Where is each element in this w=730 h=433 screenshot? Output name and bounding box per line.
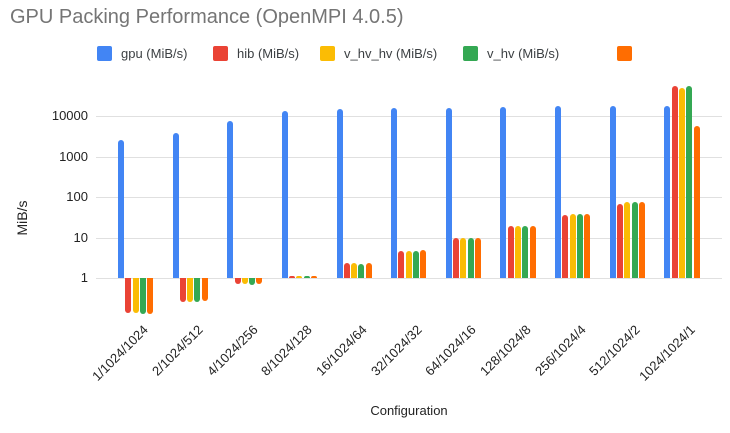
bar-v_hv — [139, 278, 146, 314]
bar-v_hv_hv — [460, 238, 467, 278]
chart-title: GPU Packing Performance (OpenMPI 4.0.5) — [10, 6, 404, 28]
y-tick-label: 1 — [80, 270, 88, 285]
gridline-1 — [96, 278, 722, 279]
bar-v_hv — [249, 278, 256, 285]
gridline-100 — [96, 197, 722, 198]
bar-v_hv — [631, 202, 638, 278]
bar-v_hv_hv — [515, 226, 522, 278]
legend-swatch-hib — [213, 46, 228, 61]
bar-hib — [562, 214, 569, 278]
gridline-10 — [96, 237, 722, 239]
bar-gpu — [555, 106, 562, 278]
y-tick-label: 10000 — [51, 108, 88, 123]
bar-gpu — [336, 108, 343, 278]
bar-hib — [398, 250, 405, 278]
bar-v_hv — [467, 237, 474, 278]
bar-v_hv_hv — [187, 278, 194, 302]
bar-v_hv — [194, 278, 201, 302]
x-tick-label: 1/1024/1024 — [89, 322, 152, 384]
legend-item-series5 — [617, 46, 641, 61]
bar-v_hv — [522, 226, 529, 278]
legend-label-v_hv_hv: v_hv_hv (MiB/s) — [344, 46, 438, 61]
x-axis-title: Configuration — [370, 403, 448, 418]
y-axis-title: MiB/s — [14, 200, 30, 236]
legend-item-v_hv_hv: v_hv_hv (MiB/s) — [320, 46, 437, 61]
bar-v_hv_hv — [132, 278, 139, 313]
y-tick-label: 100 — [66, 189, 88, 204]
gridline-1000 — [96, 156, 722, 158]
bar-gpu — [500, 107, 507, 278]
legend-label-v_hv: v_hv (MiB/s) — [487, 46, 560, 61]
bar-gpu — [281, 110, 288, 278]
bar-v_hv_hv — [351, 263, 358, 278]
bar-v_hv_hv — [569, 214, 576, 278]
x-tick-label: 4/1024/256 — [203, 322, 261, 379]
bar-hib — [343, 263, 350, 278]
x-tick-label: 1024/1024/1 — [635, 322, 698, 384]
bar-v_hv_hv — [241, 278, 248, 285]
legend-item-hib: hib (MiB/s) — [213, 46, 299, 61]
bar-series5 — [475, 238, 481, 278]
bar-v_hv — [413, 250, 420, 278]
bar-hib — [617, 203, 624, 278]
bar-gpu — [172, 133, 179, 278]
bar-series5 — [365, 263, 372, 278]
bar-gpu — [445, 107, 452, 278]
bar-hib — [234, 278, 241, 285]
bar-v_hv — [358, 264, 365, 278]
x-tick-label: 256/1024/4 — [531, 322, 589, 379]
y-tick-label: 1000 — [59, 148, 88, 164]
bar-v_hv — [303, 276, 310, 278]
bar-hib — [289, 275, 296, 278]
bar-gpu — [391, 107, 398, 278]
bar-series5 — [147, 278, 154, 314]
bar-v_hv — [686, 86, 693, 278]
x-tick-label: 2/1024/512 — [149, 322, 206, 379]
bar-series5 — [201, 278, 208, 302]
bar-series5 — [638, 201, 645, 278]
x-tick-label: 16/1024/64 — [313, 322, 370, 379]
bar-series5 — [256, 278, 263, 285]
bar-series5 — [584, 214, 591, 278]
gridline-10000 — [96, 116, 722, 117]
legend-item-v_hv: v_hv (MiB/s) — [463, 46, 559, 61]
legend-label-hib: hib (MiB/s) — [237, 46, 300, 61]
x-tick-label: 32/1024/32 — [367, 322, 425, 379]
bar-series5 — [420, 250, 427, 278]
legend-swatch-v_hv_hv — [320, 46, 335, 61]
y-tick-label: 10 — [73, 229, 88, 245]
bar-hib — [507, 226, 514, 278]
legend-item-gpu: gpu (MiB/s) — [97, 46, 187, 61]
bar-v_hv_hv — [405, 250, 412, 278]
legend-label-gpu: gpu (MiB/s) — [121, 46, 188, 61]
x-tick-label: 64/1024/16 — [422, 322, 480, 379]
legend-swatch-v_hv — [463, 46, 478, 61]
bar-hib — [179, 278, 186, 302]
bar-v_hv_hv — [624, 201, 631, 278]
legend-swatch-gpu — [97, 46, 112, 61]
bar-v_hv_hv — [679, 87, 685, 278]
x-tick-label: 8/1024/128 — [258, 322, 316, 379]
bar-series5 — [529, 226, 536, 278]
bar-gpu — [117, 139, 124, 278]
bar-v_hv — [577, 214, 583, 278]
bar-gpu — [664, 105, 671, 278]
x-tick-label: 128/1024/8 — [477, 322, 534, 379]
legend-swatch-series5 — [617, 46, 632, 61]
bar-series5 — [693, 125, 700, 278]
bar-gpu — [609, 106, 616, 278]
bar-hib — [453, 238, 460, 278]
bar-hib — [671, 86, 678, 278]
bar-series5 — [311, 276, 318, 278]
bar-gpu — [227, 121, 234, 278]
x-tick-label: 512/1024/2 — [586, 322, 643, 379]
bar-hib — [125, 278, 132, 313]
bar-v_hv_hv — [296, 275, 303, 278]
